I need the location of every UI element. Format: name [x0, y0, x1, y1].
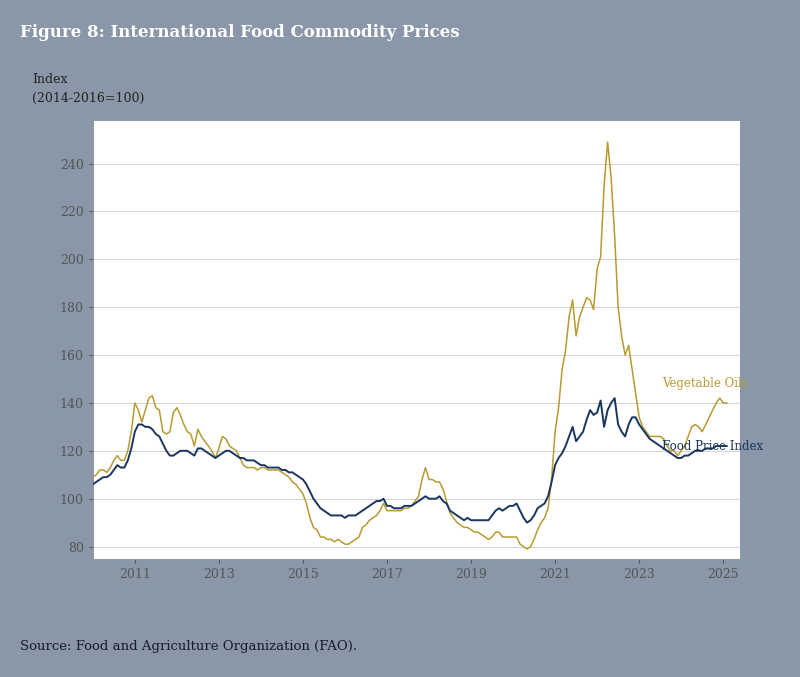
Text: Source: Food and Agriculture Organization (FAO).: Source: Food and Agriculture Organizatio…: [20, 640, 357, 653]
Text: (2014-2016=100): (2014-2016=100): [32, 92, 144, 105]
Text: Food Price Index: Food Price Index: [662, 439, 763, 452]
Text: Index: Index: [32, 73, 67, 86]
Text: Vegetable Oils: Vegetable Oils: [662, 377, 748, 391]
Text: Figure 8: International Food Commodity Prices: Figure 8: International Food Commodity P…: [20, 24, 460, 41]
